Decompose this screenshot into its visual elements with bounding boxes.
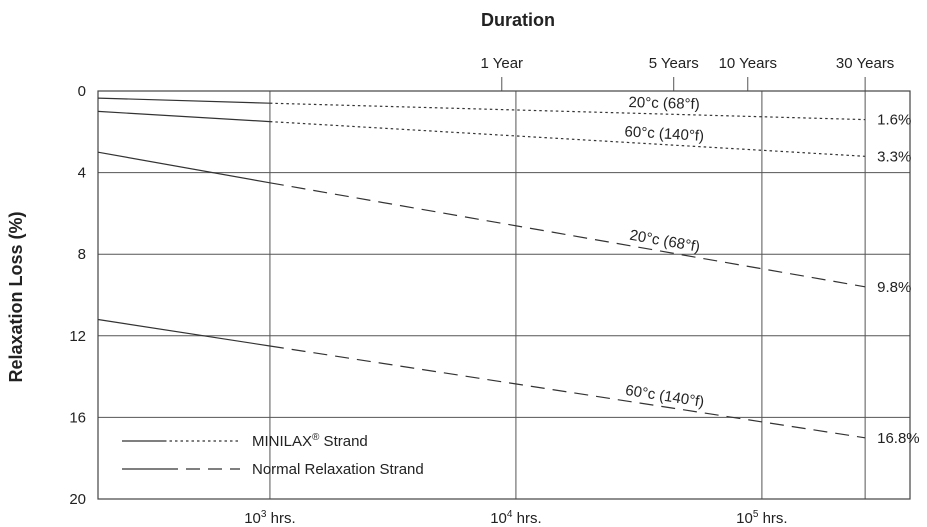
series-1-curve-label: 60°c (140°f) [624, 123, 704, 145]
labels: 0 4 8 12 16 20 103 hrs. 104 hrs. 105 hrs. 1 Year 5… [69, 55, 919, 527]
top-tick-label: 5 Years [649, 55, 699, 72]
x-tick-label: 103 hrs. [244, 509, 295, 527]
series-1-dotted-line [269, 121, 866, 157]
curves [97, 97, 866, 439]
y-tick-label: 4 [78, 165, 86, 182]
grid [97, 77, 911, 500]
series-1-end-label: 3.3% [877, 148, 911, 165]
series-0-solid-line [97, 97, 270, 104]
legend-0-label: MINILAX® Strand [252, 432, 368, 450]
series-3-solid-line [97, 318, 270, 347]
top-tick-label: 1 Year [481, 55, 524, 72]
series-1-solid-line [97, 110, 270, 123]
plot-frame [97, 90, 911, 500]
series-0-curve-label: 20°c (68°f) [628, 94, 700, 113]
series-0-end-label: 1.6% [877, 112, 911, 129]
series-2-solid-line [97, 151, 271, 184]
x-tick-label: 105 hrs. [736, 509, 787, 527]
y-tick-label: 20 [69, 491, 86, 508]
y-tick-label: 8 [78, 246, 86, 263]
chart-title: Duration [481, 10, 555, 30]
series-3-end-label: 16.8% [877, 430, 920, 447]
legend: MINILAX® Strand Normal Relaxation Strand [122, 432, 424, 478]
legend-1-label: Normal Relaxation Strand [252, 461, 424, 478]
series-3-dashed-line [269, 345, 866, 439]
y-tick-label: 12 [69, 328, 86, 345]
top-tick-label: 10 Years [719, 55, 777, 72]
series-2-end-label: 9.8% [877, 279, 911, 296]
y-axis-label: Relaxation Loss (%) [6, 211, 26, 382]
top-tick-label: 30 Years [836, 55, 894, 72]
series-2-dashed-line [269, 182, 866, 288]
series-0-dotted-line [269, 102, 866, 121]
y-tick-label: 0 [78, 83, 86, 100]
x-tick-label: 104 hrs. [490, 509, 541, 527]
y-tick-label: 16 [69, 409, 86, 426]
